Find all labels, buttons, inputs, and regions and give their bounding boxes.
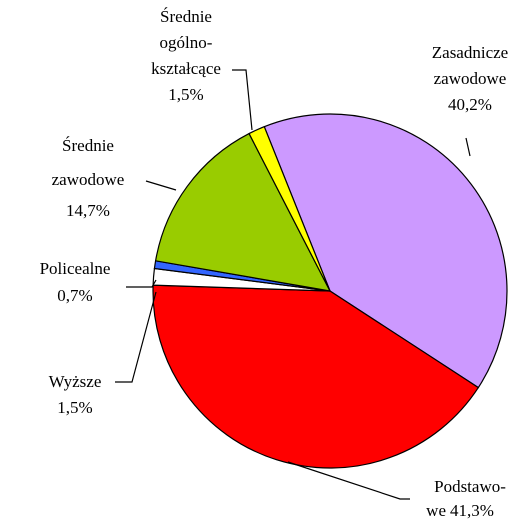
slice-label: Średnie — [62, 136, 114, 155]
value-label: 41,3% — [450, 501, 494, 520]
pie-slice — [248, 125, 331, 292]
slice-label: Wyższe — [49, 372, 102, 391]
value-label: 1,5% — [57, 398, 92, 417]
slice-label: Podstawo- — [434, 477, 506, 496]
leader-line — [145, 180, 177, 191]
leader-line — [287, 461, 410, 500]
leader-line — [232, 69, 253, 131]
value-label: 0,7% — [57, 286, 92, 305]
leader-line — [115, 291, 157, 383]
value-label: 1,5% — [168, 85, 203, 104]
slice-label: kształcące — [151, 59, 221, 78]
pie-slice — [263, 113, 508, 389]
leader-line — [126, 279, 157, 288]
slice-label: ogólno- — [160, 33, 213, 52]
slice-label: zawodowe — [52, 170, 125, 189]
slice-label: Policealne — [40, 259, 111, 278]
slice-label: zawodowe — [434, 69, 507, 88]
slice-label: Zasadnicze — [432, 43, 508, 62]
pie-slice — [152, 284, 480, 469]
pie-slice — [154, 132, 332, 292]
value-label: 14,7% — [66, 201, 110, 220]
value-label: 40,2% — [448, 95, 492, 114]
slice-label: Średnie — [160, 7, 212, 26]
leader-line — [465, 137, 471, 157]
slice-label: we — [426, 501, 446, 520]
